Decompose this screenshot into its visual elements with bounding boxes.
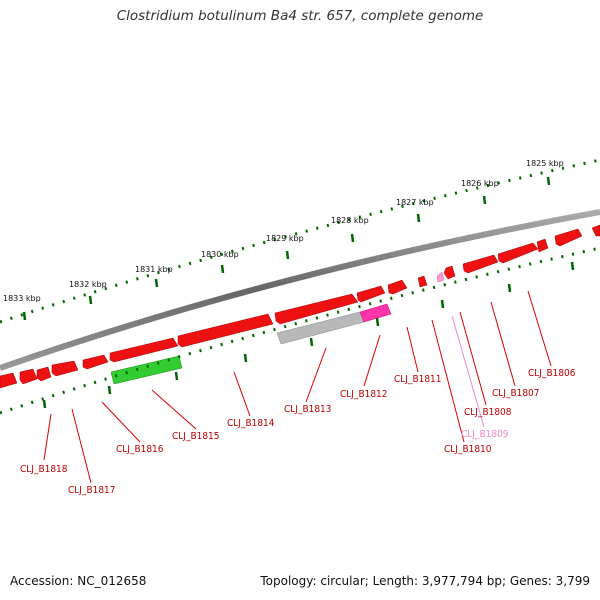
gene-arrow	[387, 279, 408, 295]
scale-label-1832: 1832 kbp	[69, 280, 107, 289]
gene-arrow	[417, 275, 428, 288]
gene-label-clj-b1817: CLJ_B1817	[68, 485, 116, 496]
scale-label-1829: 1829 kbp	[266, 234, 304, 243]
forward-genes	[0, 224, 600, 389]
scale-labels: 1825 kbp 1826 kbp 1827 kbp 1828 kbp 1829…	[3, 159, 564, 303]
gene-labels: CLJ_B1806 CLJ_B1807 CLJ_B1808 CLJ_B1809 …	[20, 368, 576, 496]
scale-label-1828: 1828 kbp	[331, 216, 369, 225]
accession-text: Accession: NC_012658	[10, 574, 147, 588]
leader-lines	[43, 290, 552, 484]
scale-label-1825: 1825 kbp	[526, 159, 564, 168]
gene-label-clj-b1806: CLJ_B1806	[528, 368, 576, 379]
gene-arrow	[36, 366, 52, 382]
gene-label-clj-b1818: CLJ_B1818	[20, 464, 68, 475]
genome-summary-text: Topology: circular; Length: 3,977,794 bp…	[260, 574, 590, 588]
scale-label-1833: 1833 kbp	[3, 294, 41, 303]
gene-arrow	[19, 368, 38, 385]
rna-feature-green	[110, 355, 183, 385]
inner-major-ticks	[42, 261, 575, 409]
gene-label-clj-b1810: CLJ_B1810	[444, 444, 492, 455]
gene-label-clj-b1815: CLJ_B1815	[172, 431, 220, 442]
gene-arrow	[51, 360, 79, 377]
gene-arrow	[0, 372, 18, 389]
gene-arrow	[177, 313, 274, 348]
gene-arrow	[536, 238, 549, 253]
scale-label-1827: 1827 kbp	[396, 198, 434, 207]
gene-arrow	[591, 224, 600, 237]
gene-label-clj-b1812: CLJ_B1812	[340, 389, 388, 400]
genome-backbone	[0, 209, 600, 371]
gene-label-clj-b1813: CLJ_B1813	[284, 404, 332, 415]
gene-arrow	[462, 254, 499, 274]
gene-arrow	[497, 242, 539, 264]
gene-arrow	[82, 354, 109, 370]
scale-label-1831: 1831 kbp	[135, 265, 173, 274]
gene-label-clj-b1807: CLJ_B1807	[492, 388, 540, 399]
misc-feature-pink	[436, 271, 445, 283]
gene-label-clj-b1811: CLJ_B1811	[394, 374, 442, 385]
misc-feature-magenta	[359, 303, 392, 323]
map-title: Clostridium botulinum Ba4 str. 657, comp…	[116, 8, 484, 24]
gene-label-clj-b1816: CLJ_B1816	[116, 444, 164, 455]
gene-arrow	[443, 265, 456, 280]
gene-arrow	[109, 337, 179, 363]
scale-label-1830: 1830 kbp	[201, 250, 239, 259]
gene-arrow	[356, 285, 386, 303]
gene-label-clj-b1809: CLJ_B1809	[461, 429, 509, 440]
outer-major-ticks	[22, 176, 551, 321]
gene-label-clj-b1808: CLJ_B1808	[464, 407, 512, 418]
gene-arrow	[554, 228, 583, 247]
leader-line-pink	[451, 315, 485, 428]
gene-arrow	[274, 293, 359, 325]
gene-label-clj-b1814: CLJ_B1814	[227, 418, 275, 429]
scale-label-1826: 1826 kbp	[461, 179, 499, 188]
